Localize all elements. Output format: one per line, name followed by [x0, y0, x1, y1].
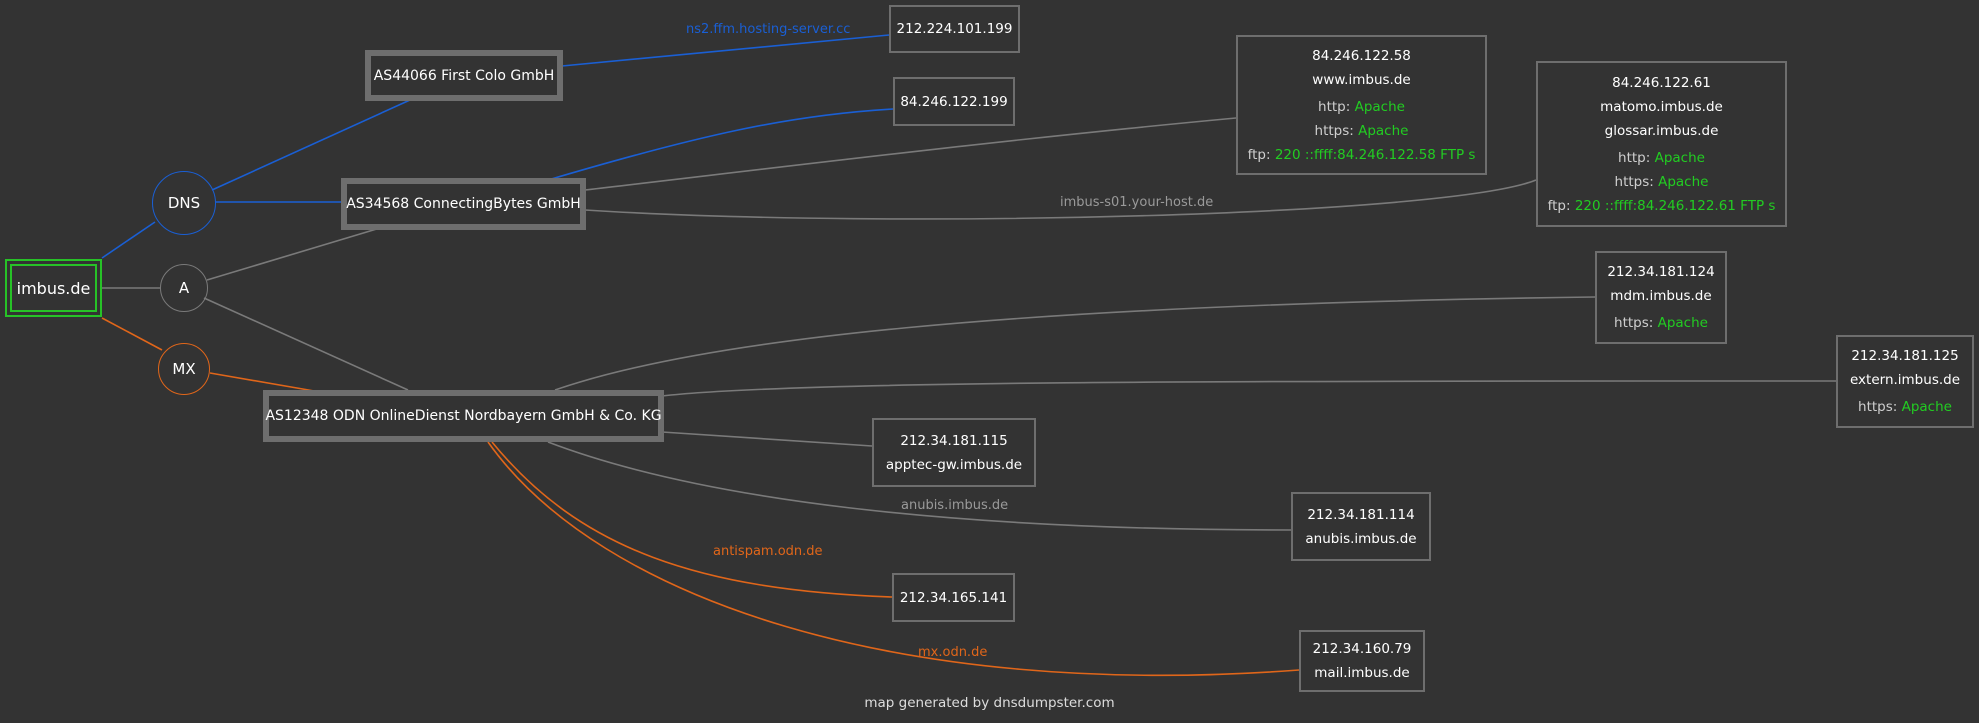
edge-a-connectingbytes [206, 227, 381, 281]
host-name: extern.imbus.de [1849, 372, 1961, 388]
host-www-node[interactable]: 84.246.122.58 www.imbus.de http: Apache … [1236, 35, 1487, 175]
edge-label-antispam: antispam.odn.de [713, 544, 823, 559]
host-ip: 212.34.160.79 [1312, 641, 1412, 657]
edge-mx-odn [209, 372, 321, 393]
host-name: glossar.imbus.de [1604, 122, 1719, 139]
host-ip: 212.224.101.199 [896, 21, 1013, 37]
edge-root-mx [101, 317, 163, 351]
edge-odn-antispam [491, 441, 893, 598]
edge-a-odn [203, 297, 409, 391]
host-ip: 84.246.122.61 [1612, 74, 1711, 91]
edge-dns-firstcolo [211, 99, 411, 191]
service-http: http: Apache [1618, 149, 1705, 166]
host-name: matomo.imbus.de [1600, 98, 1723, 115]
dns-record-label: DNS [167, 194, 201, 212]
host-name: anubis.imbus.de [1305, 530, 1417, 547]
asn-firstcolo-node[interactable]: AS44066 First Colo GmbH [365, 50, 563, 101]
host-name: www.imbus.de [1312, 71, 1411, 88]
root-domain-node[interactable]: imbus.de [5, 259, 102, 317]
service-https: https: Apache [1614, 315, 1708, 331]
edge-label-mx: mx.odn.de [918, 645, 988, 660]
host-ip: 212.34.181.114 [1307, 506, 1415, 523]
edge-label-anubis: anubis.imbus.de [901, 498, 1009, 513]
service-https: https: Apache [1614, 173, 1709, 190]
host-name: apptec-gw.imbus.de [885, 456, 1023, 473]
edge-label-imbus-s01: imbus-s01.your-host.de [1060, 195, 1214, 210]
host-ip: 212.34.165.141 [899, 589, 1008, 606]
service-ftp: ftp: 220 ::ffff:84.246.122.58 FTP s [1247, 146, 1476, 163]
edge-connectingbytes-matomo [584, 179, 1537, 220]
root-domain-label: imbus.de [10, 264, 97, 312]
edge-firstcolo-ns2 [561, 34, 890, 67]
host-name: mdm.imbus.de [1610, 288, 1712, 304]
host-antispam-node[interactable]: 212.34.165.141 [892, 573, 1015, 622]
host-ip: 84.246.122.58 [1312, 47, 1411, 64]
edge-odn-mail [487, 441, 1300, 677]
service-http: http: Apache [1318, 98, 1405, 115]
dns-record-node[interactable]: DNS [152, 171, 216, 235]
host-nsother-node[interactable]: 84.246.122.199 [893, 77, 1015, 126]
a-record-label: A [178, 279, 190, 297]
edge-root-dns [101, 221, 156, 259]
asn-connectingbytes-label: AS34568 ConnectingBytes GmbH [346, 196, 581, 212]
asn-odn-label: AS12348 ODN OnlineDienst Nordbayern GmbH… [265, 408, 662, 424]
host-name: mail.imbus.de [1314, 665, 1410, 681]
service-https: https: Apache [1314, 122, 1409, 139]
host-mdm-node[interactable]: 212.34.181.124 mdm.imbus.de https: Apach… [1595, 251, 1727, 344]
asn-firstcolo-label: AS44066 First Colo GmbH [373, 67, 555, 84]
host-anubis-node[interactable]: 212.34.181.114 anubis.imbus.de [1291, 492, 1431, 561]
edge-odn-anubis [547, 441, 1292, 531]
footer-credit: map generated by dnsdumpster.com [864, 695, 1115, 711]
mx-record-label: MX [172, 360, 196, 378]
a-record-node[interactable]: A [160, 264, 208, 312]
host-ip: 212.34.181.115 [900, 432, 1008, 449]
host-matomo-node[interactable]: 84.246.122.61 matomo.imbus.de glossar.im… [1536, 61, 1787, 227]
host-apptec-node[interactable]: 212.34.181.115 apptec-gw.imbus.de [872, 418, 1036, 487]
host-ip: 84.246.122.199 [900, 93, 1008, 110]
edge-connectingbytes-www [584, 117, 1237, 191]
edge-label-ns2: ns2.ffm.hosting-server.cc [686, 22, 851, 37]
edge-connectingbytes-nsother [547, 108, 894, 181]
host-extern-node[interactable]: 212.34.181.125 extern.imbus.de https: Ap… [1836, 335, 1974, 428]
host-ip: 212.34.181.125 [1851, 348, 1959, 364]
host-ns2-node[interactable]: 212.224.101.199 [889, 5, 1020, 53]
host-mail-node[interactable]: 212.34.160.79 mail.imbus.de [1299, 630, 1425, 692]
edge-odn-mdm [554, 296, 1596, 391]
service-https: https: Apache [1858, 399, 1952, 415]
edge-odn-extern [661, 380, 1837, 397]
host-ip: 212.34.181.124 [1607, 264, 1715, 280]
asn-connectingbytes-node[interactable]: AS34568 ConnectingBytes GmbH [341, 178, 586, 230]
asn-odn-node[interactable]: AS12348 ODN OnlineDienst Nordbayern GmbH… [263, 390, 664, 442]
service-ftp: ftp: 220 ::ffff:84.246.122.61 FTP s [1547, 197, 1776, 214]
edge-odn-apptec [661, 431, 873, 447]
mx-record-node[interactable]: MX [158, 343, 210, 395]
